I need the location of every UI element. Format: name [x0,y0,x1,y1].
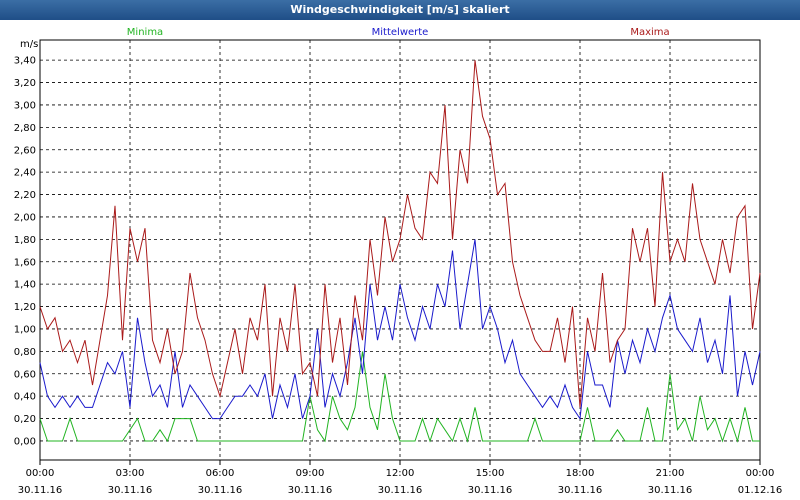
y-tick-label: 0,80 [14,347,36,358]
y-tick-label: 2,80 [14,123,36,134]
legend-label: Minima [127,27,163,38]
x-tick-label: 03:00 [116,468,145,479]
y-tick-label: 1,20 [14,302,36,313]
x-tick-date: 30.11.16 [378,485,423,496]
legend-label: Maxima [630,27,669,38]
legend-label: Mittelwerte [372,27,429,38]
y-tick-label: 2,20 [14,190,36,201]
y-tick-label: 2,00 [14,212,36,223]
chart-title: Windgeschwindigkeit [m/s] skaliert [0,0,800,20]
y-tick-label: 3,40 [14,56,36,67]
x-tick-label: 09:00 [296,468,325,479]
x-tick-label: 15:00 [476,468,505,479]
y-tick-label: 2,40 [14,168,36,179]
y-tick-label: 1,00 [14,324,36,335]
y-tick-label: 2,60 [14,145,36,156]
x-tick-date: 30.11.16 [558,485,603,496]
y-tick-label: 3,00 [14,100,36,111]
x-tick-date: 30.11.16 [288,485,333,496]
y-tick-label: 3,20 [14,78,36,89]
x-tick-label: 21:00 [656,468,685,479]
series-line [39,351,760,443]
y-unit: m/s [20,39,38,50]
x-tick-label: 12:00 [386,468,415,479]
y-tick-label: 0,60 [14,369,36,380]
x-tick-date: 01.12.16 [738,485,783,496]
y-tick-label: 1,40 [14,280,36,291]
chart: m/s 0,00 0,20 0,40 0,60 0,80 1,00 1,20 1,40 1,60 1… [14,27,783,496]
series-line [39,239,761,421]
series-line [39,60,761,408]
x-tick-label: 00:00 [746,468,775,479]
y-tick-label: 0,00 [14,436,36,447]
y-tick-label: 1,80 [14,235,36,246]
x-tick-label: 00:00 [26,468,55,479]
y-tick-label: 1,60 [14,257,36,268]
x-tick-date: 30.11.16 [108,485,153,496]
x-tick-date: 30.11.16 [198,485,243,496]
x-tick-date: 30.11.16 [648,485,693,496]
y-tick-label: 0,20 [14,414,36,425]
x-tick-date: 30.11.16 [468,485,513,496]
x-tick-date: 30.11.16 [18,485,63,496]
x-tick-label: 18:00 [566,468,595,479]
y-tick-label: 0,40 [14,392,36,403]
x-tick-label: 06:00 [206,468,235,479]
